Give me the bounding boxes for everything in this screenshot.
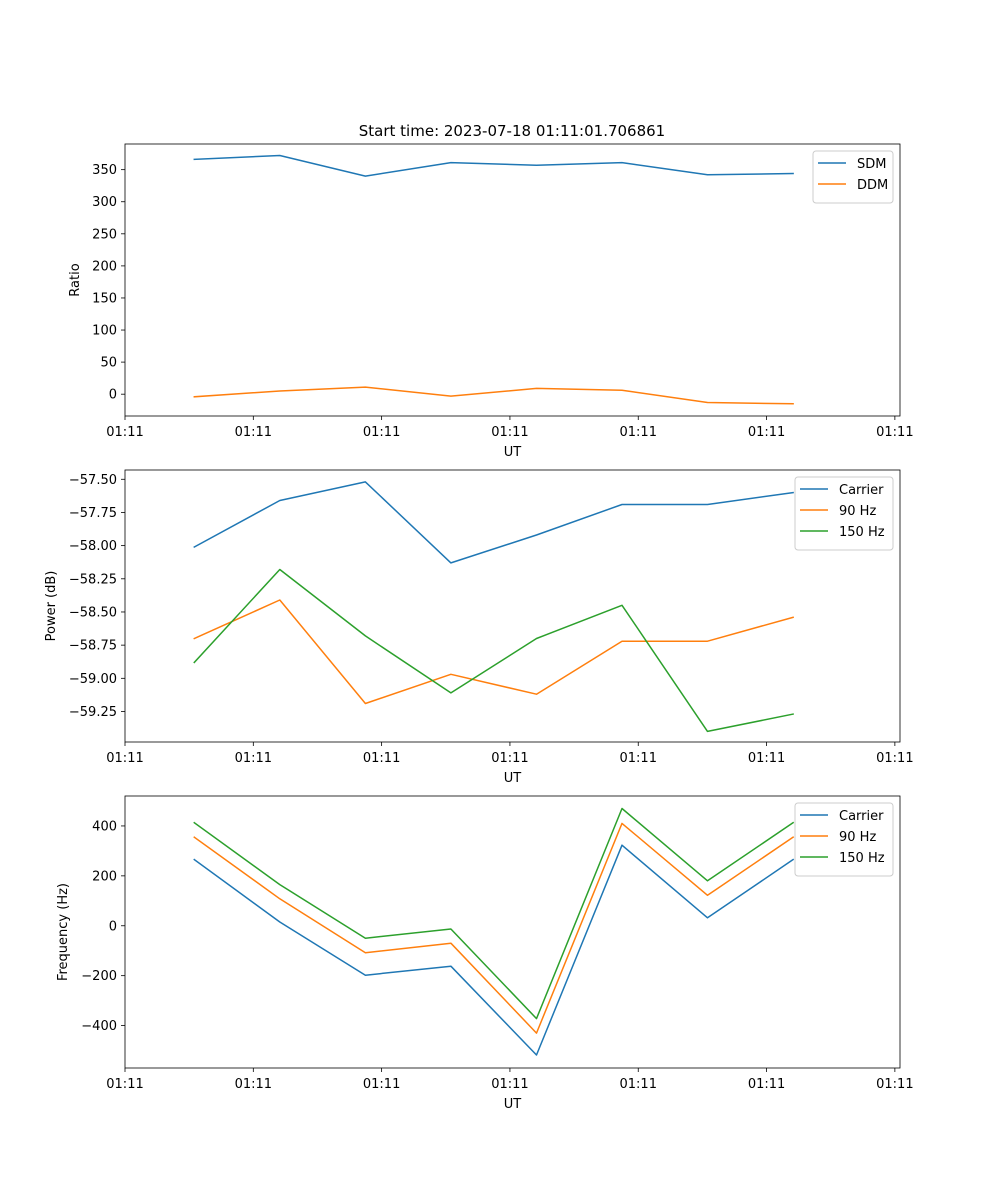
frequency-axes-frame	[124, 795, 901, 1069]
ratio-x-tick-label: 01:11	[620, 425, 657, 440]
frequency-legend-label: 150 Hz	[839, 851, 885, 866]
ratio-series-line-sdm	[193, 154, 794, 177]
frequency-series-line-carrier	[193, 844, 795, 1056]
power-x-axis-label: UT	[504, 771, 522, 786]
power-panel: 01:11 01:11 01:11 01:11 01:11 01:11 01:11 −59.2…	[44, 469, 914, 786]
ratio-y-tick-label: 150	[92, 291, 117, 306]
power-y-tick-label: −58.75	[69, 639, 117, 654]
frequency-x-tick-label: 01:11	[235, 1077, 272, 1092]
frequency-panel: 01:11 01:11 01:11 01:11 01:11 01:11 01:11 −400 −…	[56, 795, 914, 1112]
power-legend-label: Carrier	[839, 483, 884, 498]
power-y-tick-label: −57.75	[69, 506, 117, 521]
ratio-y-axis-label: Ratio	[68, 263, 83, 296]
frequency-y-axis-label: Frequency (Hz)	[56, 883, 71, 981]
power-y-tick-label: −57.50	[69, 473, 117, 488]
ratio-y-tick-label: 250	[92, 227, 117, 242]
frequency-x-axis-label: UT	[504, 1097, 522, 1112]
frequency-x-tick-label: 01:11	[106, 1077, 143, 1092]
ratio-x-tick-label: 01:11	[235, 425, 272, 440]
power-y-tick-label: −58.25	[69, 572, 117, 587]
frequency-series-line-90-hz	[193, 822, 795, 1034]
power-series-line-150-hz	[193, 568, 794, 733]
power-series-line-90-hz	[193, 599, 795, 705]
power-x-tick-label: 01:11	[748, 751, 785, 766]
ratio-legend-box	[812, 150, 894, 204]
frequency-legend: Carrier 90 Hz 150 Hz	[794, 802, 894, 877]
power-legend-label: 90 Hz	[839, 504, 876, 519]
frequency-y-tick-label: −400	[81, 1019, 117, 1034]
power-y-tick-label: −59.00	[69, 672, 117, 687]
power-x-tick-label: 01:11	[235, 751, 272, 766]
frequency-x-tick-label: 01:11	[748, 1077, 785, 1092]
power-series-line-carrier	[193, 481, 794, 564]
frequency-y-tick-label: 0	[109, 919, 117, 934]
ratio-y-tick-label: 100	[92, 324, 117, 339]
power-x-tick-label: 01:11	[363, 751, 400, 766]
ratio-legend: SDM DDM	[812, 150, 894, 204]
ratio-panel: 01:11 01:11 01:11 01:11 01:11 01:11 01:11 0 50 10…	[68, 143, 914, 460]
power-x-tick-label: 01:11	[106, 751, 143, 766]
frequency-x-tick-label: 01:11	[491, 1077, 528, 1092]
frequency-x-tick-label: 01:11	[876, 1077, 913, 1092]
ratio-x-tick-label: 01:11	[363, 425, 400, 440]
frequency-x-tick-label: 01:11	[620, 1077, 657, 1092]
ratio-x-axis-label: UT	[504, 445, 522, 460]
frequency-legend-label: 90 Hz	[839, 830, 876, 845]
power-y-axis-label: Power (dB)	[44, 571, 59, 642]
ratio-y-tick-label: 0	[109, 388, 117, 403]
ratio-series-line-ddm	[193, 386, 794, 405]
ratio-x-tick-label: 01:11	[876, 425, 913, 440]
frequency-x-tick-label: 01:11	[363, 1077, 400, 1092]
ratio-x-tick-label: 01:11	[106, 425, 143, 440]
ratio-legend-label: SDM	[857, 157, 886, 172]
ratio-y-tick-label: 50	[100, 356, 117, 371]
power-legend-label: 150 Hz	[839, 525, 885, 540]
ratio-y-tick-label: 300	[92, 195, 117, 210]
power-x-tick-label: 01:11	[876, 751, 913, 766]
frequency-y-tick-label: −200	[81, 969, 117, 984]
power-y-tick-label: −58.00	[69, 539, 117, 554]
power-y-tick-label: −58.50	[69, 605, 117, 620]
ratio-x-tick-label: 01:11	[748, 425, 785, 440]
ratio-axes-frame	[124, 143, 901, 417]
frequency-y-tick-label: 400	[92, 819, 117, 834]
power-x-tick-label: 01:11	[491, 751, 528, 766]
frequency-legend-label: Carrier	[839, 809, 884, 824]
power-x-tick-label: 01:11	[620, 751, 657, 766]
ratio-y-tick-label: 200	[92, 259, 117, 274]
power-legend: Carrier 90 Hz 150 Hz	[794, 476, 894, 551]
ratio-legend-label: DDM	[857, 178, 888, 193]
frequency-y-tick-label: 200	[92, 869, 117, 884]
frequency-series-line-150-hz	[193, 807, 795, 1020]
power-y-tick-label: −59.25	[69, 705, 117, 720]
ratio-y-tick-label: 350	[92, 163, 117, 178]
figure-title: Start time: 2023-07-18 01:11:01.706861	[359, 122, 665, 140]
power-axes-frame	[124, 469, 901, 743]
ratio-x-tick-label: 01:11	[491, 425, 528, 440]
